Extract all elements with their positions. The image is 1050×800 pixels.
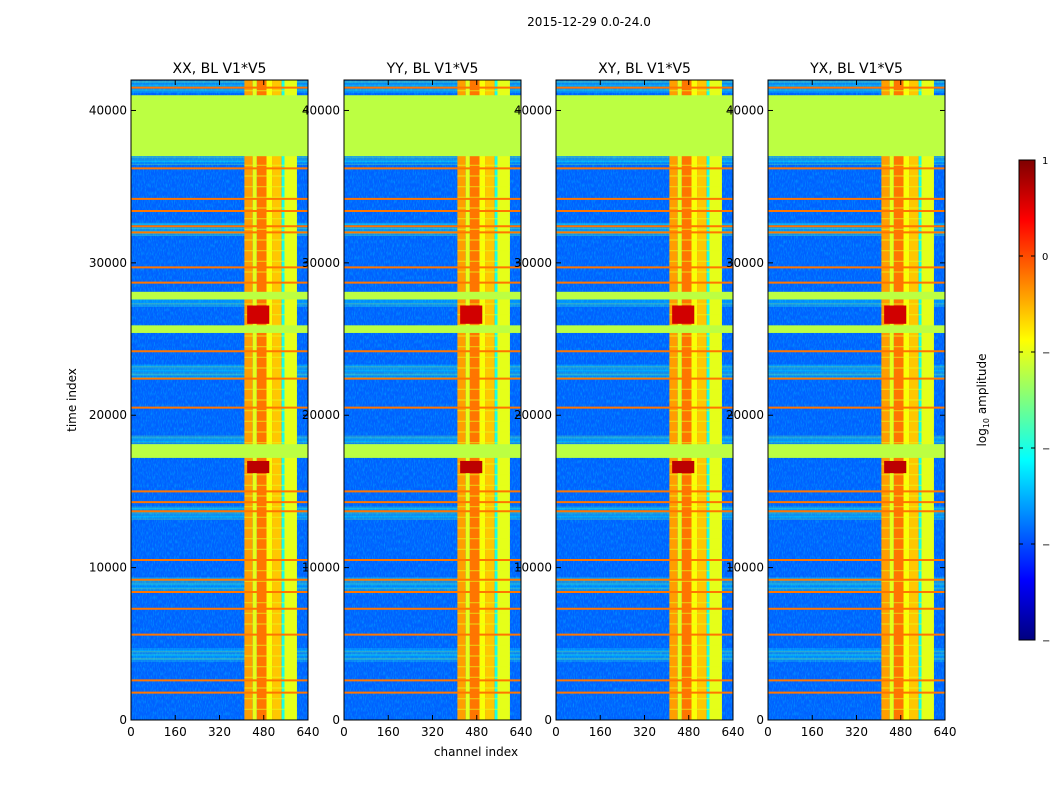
- y-tick-label: 20000: [514, 408, 552, 422]
- heatmap-panel: XY, BL V1*V5 0 160 320 480 640 0 10000 20000 3000…: [514, 61, 745, 739]
- heatmap-panel: YY, BL V1*V5 0 160 320 480 640 0 10000 20000 3000…: [302, 61, 533, 739]
- y-tick-label: 0: [544, 713, 552, 727]
- x-tick-label: 320: [633, 725, 656, 739]
- x-tick-label: 480: [889, 725, 912, 739]
- y-tick-label: 0: [756, 713, 764, 727]
- colorbar-label-sub: 10: [982, 418, 991, 428]
- x-tick-label: 640: [297, 725, 320, 739]
- x-tick-label: 160: [589, 725, 612, 739]
- colorbar-tick-label: 0: [1042, 252, 1048, 263]
- colorbar-tick-label: −2: [1042, 444, 1050, 455]
- y-tick-label: 20000: [89, 408, 127, 422]
- flagged-range: [768, 325, 945, 333]
- heatmap-body: [556, 80, 733, 720]
- flagged-range: [344, 444, 521, 458]
- y-tick-label: 0: [332, 713, 340, 727]
- hot-spot: [884, 460, 907, 474]
- x-tick-label: 0: [340, 725, 348, 739]
- panel-title: XY, BL V1*V5: [598, 61, 691, 77]
- flagged-range: [131, 95, 308, 157]
- panel-title: YX, BL V1*V5: [809, 61, 903, 77]
- flagged-range: [344, 95, 521, 157]
- flagged-range: [556, 95, 733, 157]
- y-tick-label: 40000: [89, 103, 127, 117]
- x-tick-label: 0: [764, 725, 772, 739]
- colorbar-ticks: 1 0 −1 −2 −3 −4: [1019, 156, 1050, 647]
- x-axis-label: channel index: [434, 745, 518, 759]
- x-tick-label: 480: [465, 725, 488, 739]
- colorbar-tick-label: 1: [1042, 156, 1048, 167]
- x-tick-label: 0: [552, 725, 560, 739]
- y-tick-label: 30000: [89, 256, 127, 270]
- y-tick-label: 10000: [726, 561, 764, 575]
- y-tick-label: 20000: [302, 408, 340, 422]
- flagged-range: [344, 291, 521, 300]
- hot-spot: [247, 305, 270, 324]
- x-tick-label: 640: [510, 725, 533, 739]
- colorbar-label-prefix: log: [975, 428, 989, 446]
- x-tick-label: 160: [377, 725, 400, 739]
- hot-spot: [247, 460, 270, 474]
- y-axis-label: time index: [65, 368, 79, 432]
- heatmap-body: [131, 80, 308, 720]
- y-tick-label: 40000: [514, 103, 552, 117]
- flagged-range: [768, 291, 945, 300]
- hot-spot: [884, 305, 907, 324]
- colorbar-tick-label: −1: [1042, 348, 1050, 359]
- x-tick-label: 640: [934, 725, 957, 739]
- x-tick-label: 160: [801, 725, 824, 739]
- hot-spot: [672, 460, 695, 474]
- panel-title: YY, BL V1*V5: [386, 61, 479, 77]
- heatmap-panels: XX, BL V1*V5 0 160 320 480 640 0 10000 20000 3000…: [89, 61, 957, 739]
- x-tick-label: 160: [164, 725, 187, 739]
- flagged-range: [131, 325, 308, 333]
- panel-title: XX, BL V1*V5: [173, 61, 267, 77]
- colorbar: 10−1−2−3−4 log10 amplitude: [975, 156, 1050, 647]
- heatmap-panel: XX, BL V1*V5 0 160 320 480 640 0 10000 20000 3000…: [89, 61, 320, 739]
- y-tick-label: 40000: [302, 103, 340, 117]
- x-tick-label: 640: [722, 725, 745, 739]
- y-tick-label: 0: [119, 713, 127, 727]
- y-tick-label: 30000: [302, 256, 340, 270]
- hot-spot: [672, 305, 695, 324]
- flagged-range: [131, 444, 308, 458]
- x-tick-label: 480: [677, 725, 700, 739]
- x-tick-label: 480: [252, 725, 275, 739]
- flagged-range: [556, 444, 733, 458]
- y-tick-label: 40000: [726, 103, 764, 117]
- y-tick-label: 30000: [514, 256, 552, 270]
- x-tick-label: 0: [127, 725, 135, 739]
- heatmap-body: [344, 80, 521, 720]
- flagged-range: [131, 291, 308, 300]
- heatmap-body: [768, 80, 945, 720]
- flagged-range: [768, 444, 945, 458]
- flagged-range: [556, 325, 733, 333]
- colorbar-tick-label: −3: [1042, 540, 1050, 551]
- suptitle: 2015-12-29 0.0-24.0: [527, 15, 651, 29]
- colorbar-label: log10 amplitude: [975, 354, 991, 447]
- x-tick-label: 320: [845, 725, 868, 739]
- hot-spot: [460, 460, 483, 474]
- heatmap-panel: YX, BL V1*V5 0 160 320 480 640 0 10000 20000 3000…: [726, 61, 957, 739]
- colorbar-label-suffix: amplitude: [975, 354, 989, 418]
- y-tick-label: 20000: [726, 408, 764, 422]
- x-tick-label: 320: [421, 725, 444, 739]
- y-tick-label: 10000: [514, 561, 552, 575]
- y-tick-label: 30000: [726, 256, 764, 270]
- flagged-range: [768, 95, 945, 157]
- colorbar-tick-label: −4: [1042, 636, 1050, 647]
- y-tick-label: 10000: [302, 561, 340, 575]
- hot-spot: [460, 305, 483, 324]
- flagged-range: [344, 325, 521, 333]
- y-tick-label: 10000: [89, 561, 127, 575]
- flagged-range: [556, 291, 733, 300]
- colorbar-gradient: [1018, 159, 1036, 641]
- x-tick-label: 320: [208, 725, 231, 739]
